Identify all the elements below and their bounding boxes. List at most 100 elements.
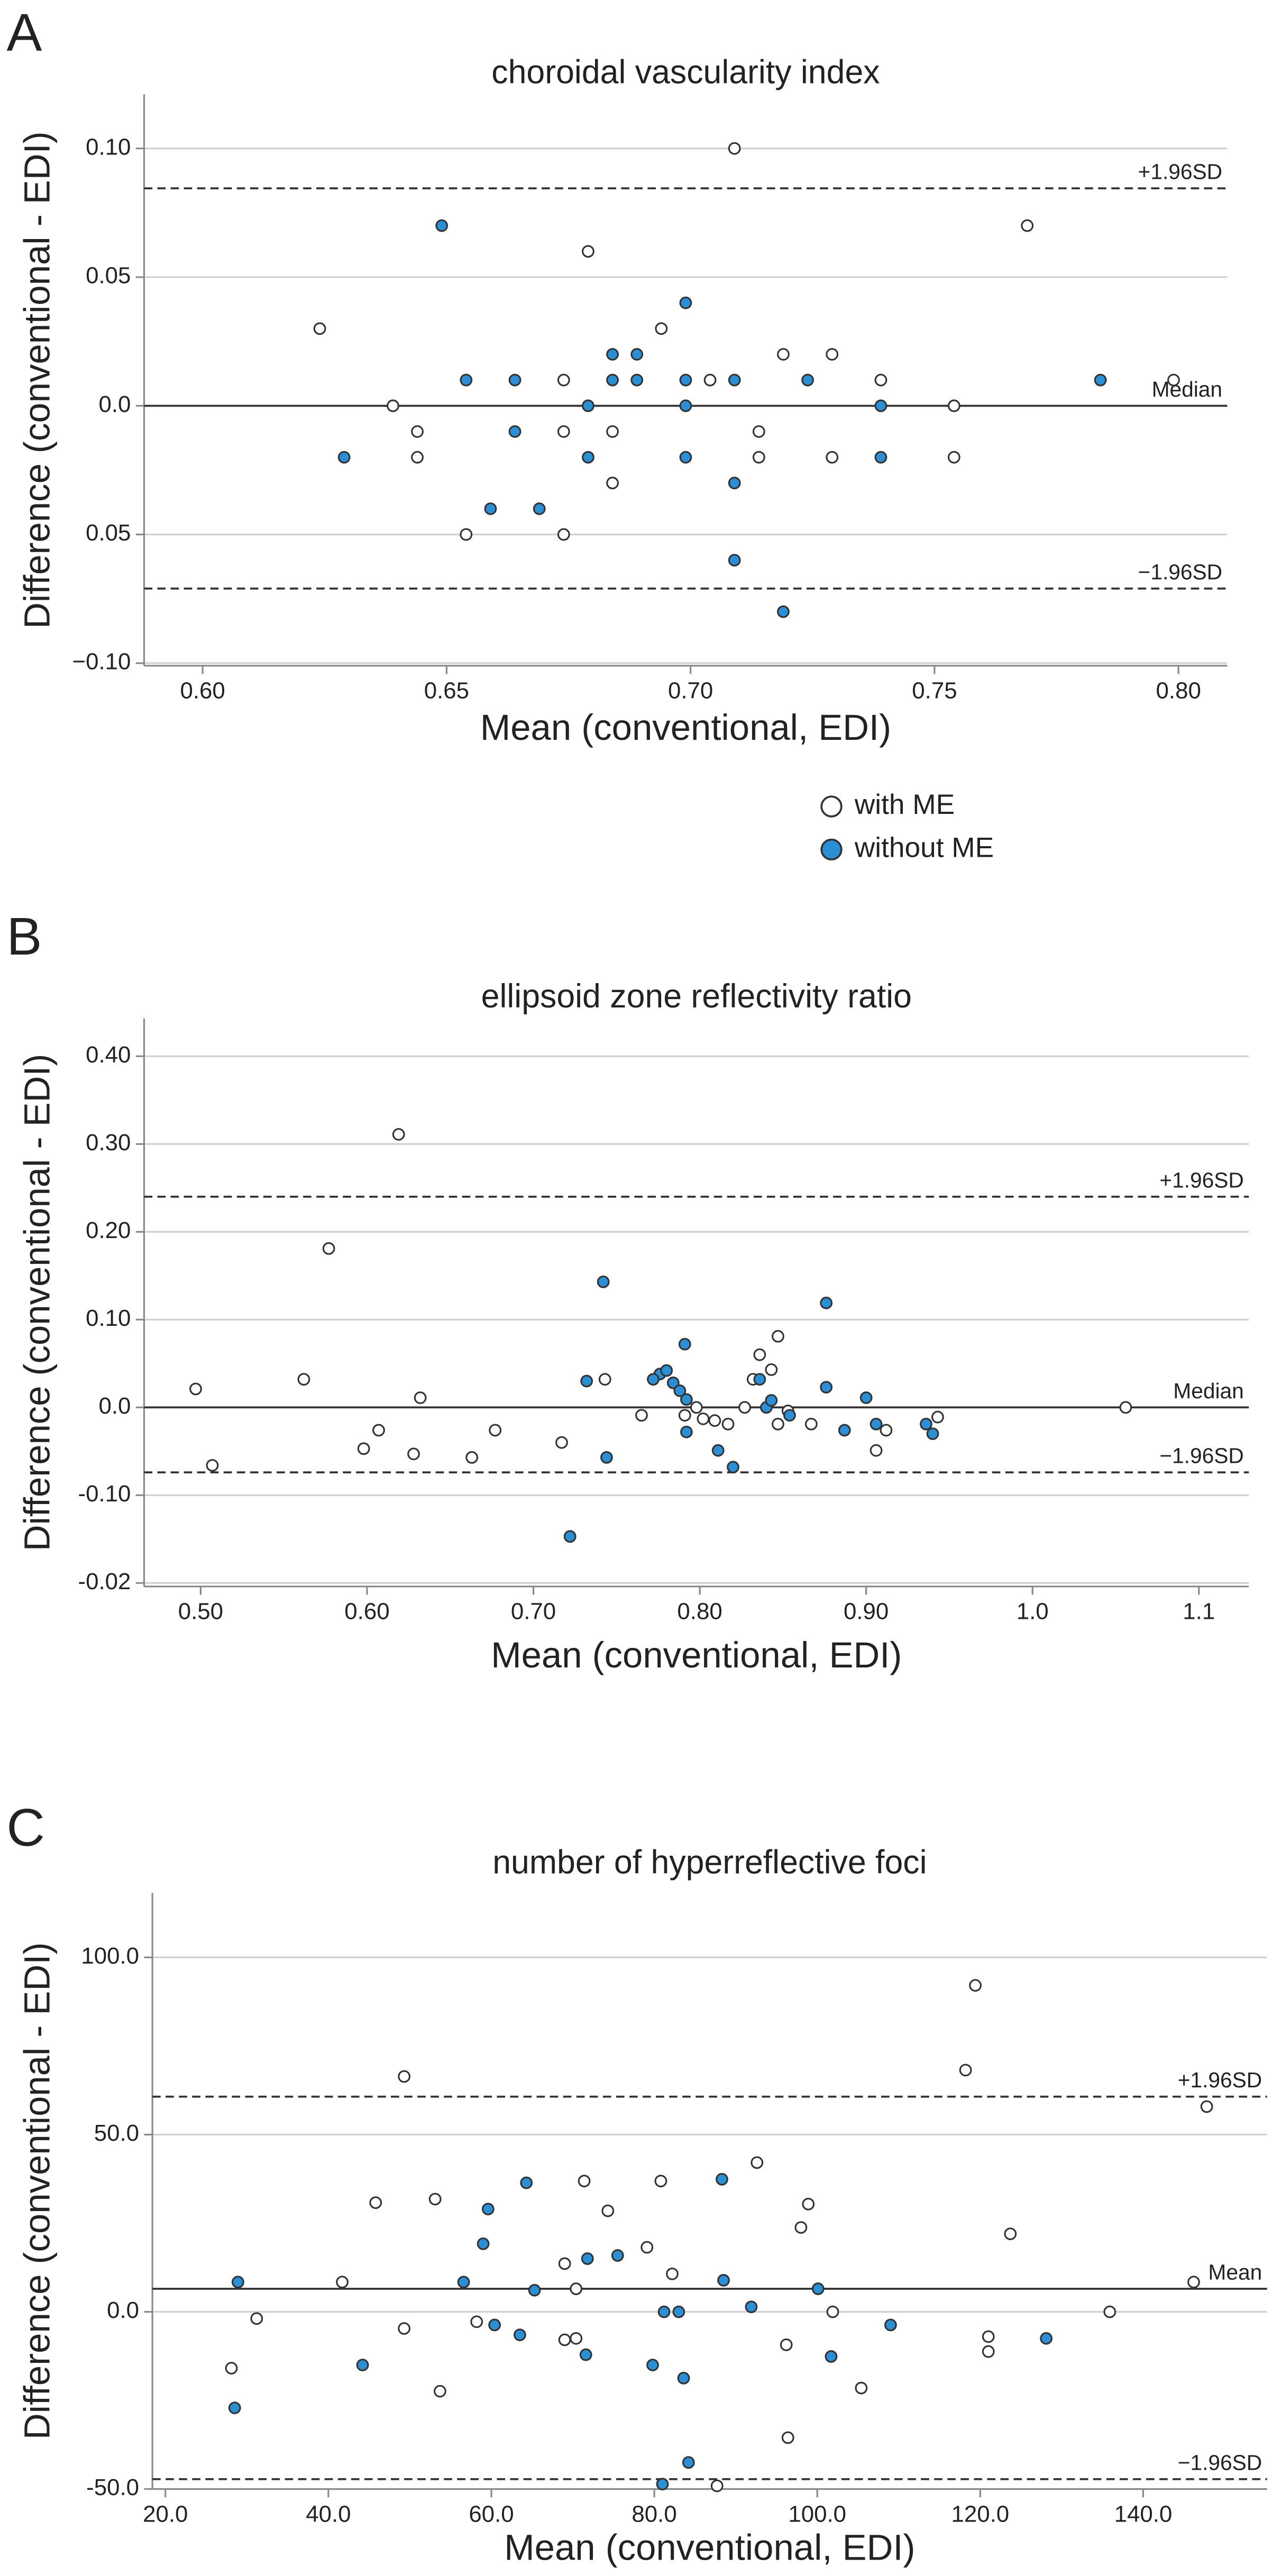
point: [820, 1381, 833, 1394]
point: [738, 1401, 751, 1414]
point: [600, 1451, 613, 1464]
y-tick-label: 0.0: [98, 1393, 131, 1419]
point: [635, 1409, 648, 1422]
point: [392, 1128, 405, 1141]
point: [558, 2333, 571, 2346]
y-tick-label: 0.0: [107, 2297, 139, 2323]
reference-label: −1.96SD: [1159, 1444, 1243, 1468]
reference-label: +1.96SD: [1178, 2068, 1262, 2092]
point: [772, 1330, 784, 1343]
panel-letter: A: [7, 3, 42, 62]
y-axis-label: Difference (conventional - EDI): [16, 131, 57, 628]
reference-label: Mean: [1208, 2260, 1262, 2284]
x-tick-label: 80.0: [632, 2501, 676, 2527]
point: [582, 245, 594, 258]
point: [411, 451, 424, 464]
point: [672, 2305, 685, 2318]
point: [874, 373, 887, 387]
point: [678, 1409, 691, 1422]
point: [765, 1394, 778, 1407]
x-tick-label: 120.0: [951, 2501, 1009, 2527]
point: [655, 322, 668, 335]
x-tick-label: 0.80: [1156, 678, 1201, 704]
point: [646, 2359, 659, 2371]
point: [703, 373, 717, 387]
point: [765, 1363, 778, 1376]
point: [777, 348, 790, 361]
point: [563, 1530, 576, 1543]
point: [357, 1442, 370, 1455]
x-tick-label: 20.0: [143, 2501, 188, 2527]
y-tick-label: 0.20: [86, 1217, 131, 1243]
point: [578, 2175, 591, 2188]
point: [313, 322, 326, 335]
point: [680, 1393, 693, 1406]
point: [398, 2070, 411, 2083]
point: [457, 2276, 470, 2289]
point: [488, 2318, 501, 2332]
point: [630, 373, 644, 387]
point: [855, 2381, 868, 2395]
point: [777, 605, 790, 618]
x-tick-label: 140.0: [1114, 2501, 1173, 2527]
y-tick-label: 0.40: [86, 1042, 131, 1068]
point: [679, 296, 692, 309]
point: [751, 2156, 764, 2169]
x-tick-label: 100.0: [788, 2501, 846, 2527]
point: [666, 2267, 679, 2280]
point: [654, 2175, 667, 2188]
point: [826, 348, 839, 361]
point: [579, 2348, 592, 2361]
reference-label: Median: [1173, 1379, 1243, 1403]
point: [630, 348, 644, 361]
x-tick-label: 0.70: [668, 678, 713, 704]
point: [555, 1436, 568, 1449]
point: [780, 2338, 793, 2351]
point: [528, 2284, 541, 2297]
point: [465, 1451, 479, 1464]
point: [322, 1242, 335, 1255]
y-tick-label: -50.0: [86, 2474, 139, 2500]
point: [206, 1459, 219, 1472]
x-tick-label: 0.70: [511, 1599, 556, 1625]
x-tick-label: 0.65: [424, 678, 469, 704]
legend-label: without ME: [854, 832, 994, 864]
y-tick-label: 0.10: [86, 134, 131, 160]
point: [225, 2362, 238, 2375]
point: [489, 1424, 502, 1437]
point: [753, 1373, 766, 1386]
point: [460, 528, 473, 541]
point: [508, 425, 521, 438]
point: [884, 2318, 897, 2332]
point: [337, 451, 351, 464]
point: [825, 2350, 838, 2363]
point: [802, 2197, 815, 2211]
point: [728, 554, 741, 567]
point: [533, 502, 546, 515]
legend-marker: [820, 795, 843, 818]
point: [1021, 219, 1034, 232]
point: [598, 1373, 611, 1386]
point: [753, 1348, 766, 1361]
point: [880, 1424, 893, 1437]
point: [838, 1424, 851, 1437]
point: [428, 2193, 442, 2206]
x-tick-label: 0.60: [344, 1599, 389, 1625]
point: [435, 219, 449, 232]
point: [783, 1409, 796, 1422]
legend-label: with ME: [854, 789, 955, 820]
point: [582, 451, 594, 464]
reference-label: Median: [1152, 377, 1222, 401]
legend-marker: [820, 838, 843, 861]
point: [611, 2249, 624, 2262]
y-tick-label: -0.10: [78, 1481, 131, 1507]
point: [372, 1424, 385, 1437]
point: [728, 142, 741, 155]
y-tick-label: 0.05: [86, 263, 131, 289]
reference-label: +1.96SD: [1159, 1168, 1243, 1192]
panel-letter: C: [7, 1798, 45, 1857]
point: [708, 1414, 721, 1427]
point: [558, 2257, 571, 2270]
